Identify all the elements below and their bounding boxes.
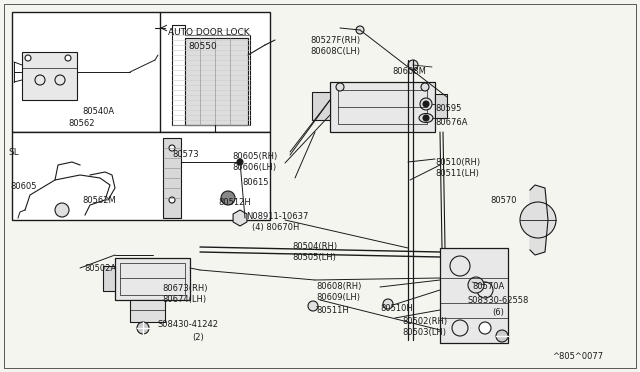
Bar [185,38,248,125]
Text: 80550: 80550 [188,42,217,51]
Text: (6): (6) [492,308,504,317]
Text: 80608C(LH): 80608C(LH) [310,47,360,56]
Text: 80562: 80562 [68,119,95,128]
Bar [103,266,115,291]
Circle shape [65,55,71,61]
Bar [435,94,447,118]
Circle shape [479,322,491,334]
Text: ^805^0077: ^805^0077 [552,352,603,361]
Text: 80605(RH): 80605(RH) [232,152,277,161]
Text: S08430-41242: S08430-41242 [158,320,219,329]
Circle shape [496,330,508,342]
Bar [115,258,190,300]
Text: 80570: 80570 [490,196,516,205]
Text: 80562M: 80562M [82,196,116,205]
Text: 80505(LH): 80505(LH) [292,253,336,262]
Circle shape [169,145,175,151]
Text: 80510(RH): 80510(RH) [435,158,480,167]
Polygon shape [185,38,248,125]
Circle shape [137,322,149,334]
Circle shape [35,75,45,85]
Circle shape [520,202,556,238]
Text: 80676A: 80676A [435,118,467,127]
Bar [12,132,270,220]
Bar [163,138,181,218]
Circle shape [25,55,31,61]
Bar [130,300,165,322]
Circle shape [383,299,393,309]
Circle shape [420,98,432,110]
Bar [120,263,185,295]
Text: (4) 80670H: (4) 80670H [252,223,300,232]
Ellipse shape [419,113,433,122]
Text: 80608(RH): 80608(RH) [316,282,362,291]
Circle shape [55,203,69,217]
Circle shape [408,60,418,70]
Text: S08330-62558: S08330-62558 [468,296,529,305]
Text: 80510H: 80510H [380,304,413,313]
Text: 80573: 80573 [172,150,198,159]
Text: 80504(RH): 80504(RH) [292,242,337,251]
Text: 80511(LH): 80511(LH) [435,169,479,178]
Text: 80512H: 80512H [218,198,251,207]
Text: 80673(RH): 80673(RH) [162,284,207,293]
Text: 80570A: 80570A [472,282,504,291]
Bar [440,248,508,343]
Text: 80503(LH): 80503(LH) [402,328,446,337]
Text: 80608M: 80608M [392,67,426,76]
Circle shape [55,75,65,85]
Circle shape [169,197,175,203]
Circle shape [423,101,429,107]
Circle shape [308,301,318,311]
Text: 80609(LH): 80609(LH) [316,293,360,302]
Circle shape [356,26,364,34]
Bar [330,82,435,132]
Text: 80527F(RH): 80527F(RH) [310,36,360,45]
Circle shape [423,115,429,121]
Circle shape [336,83,344,91]
Polygon shape [530,185,548,255]
Text: 80606(LH): 80606(LH) [232,163,276,172]
Text: 80502(RH): 80502(RH) [402,317,447,326]
Text: 80674(LH): 80674(LH) [162,295,206,304]
Bar [338,90,427,124]
Circle shape [421,83,429,91]
Text: SL: SL [8,148,19,157]
Text: AUTO DOOR LOCK: AUTO DOOR LOCK [168,28,250,37]
Text: 80540A: 80540A [82,107,114,116]
Circle shape [468,277,484,293]
Text: 80615: 80615 [242,178,269,187]
Text: 80595: 80595 [435,104,461,113]
Bar [12,12,270,132]
Text: 80502A: 80502A [84,264,116,273]
Text: N08911-10637: N08911-10637 [246,212,308,221]
Bar [22,52,77,100]
Text: 80511H: 80511H [316,306,349,315]
Bar [312,92,330,120]
Text: 80605: 80605 [10,182,36,191]
Circle shape [221,191,235,205]
Text: (2): (2) [192,333,204,342]
Circle shape [237,159,243,165]
